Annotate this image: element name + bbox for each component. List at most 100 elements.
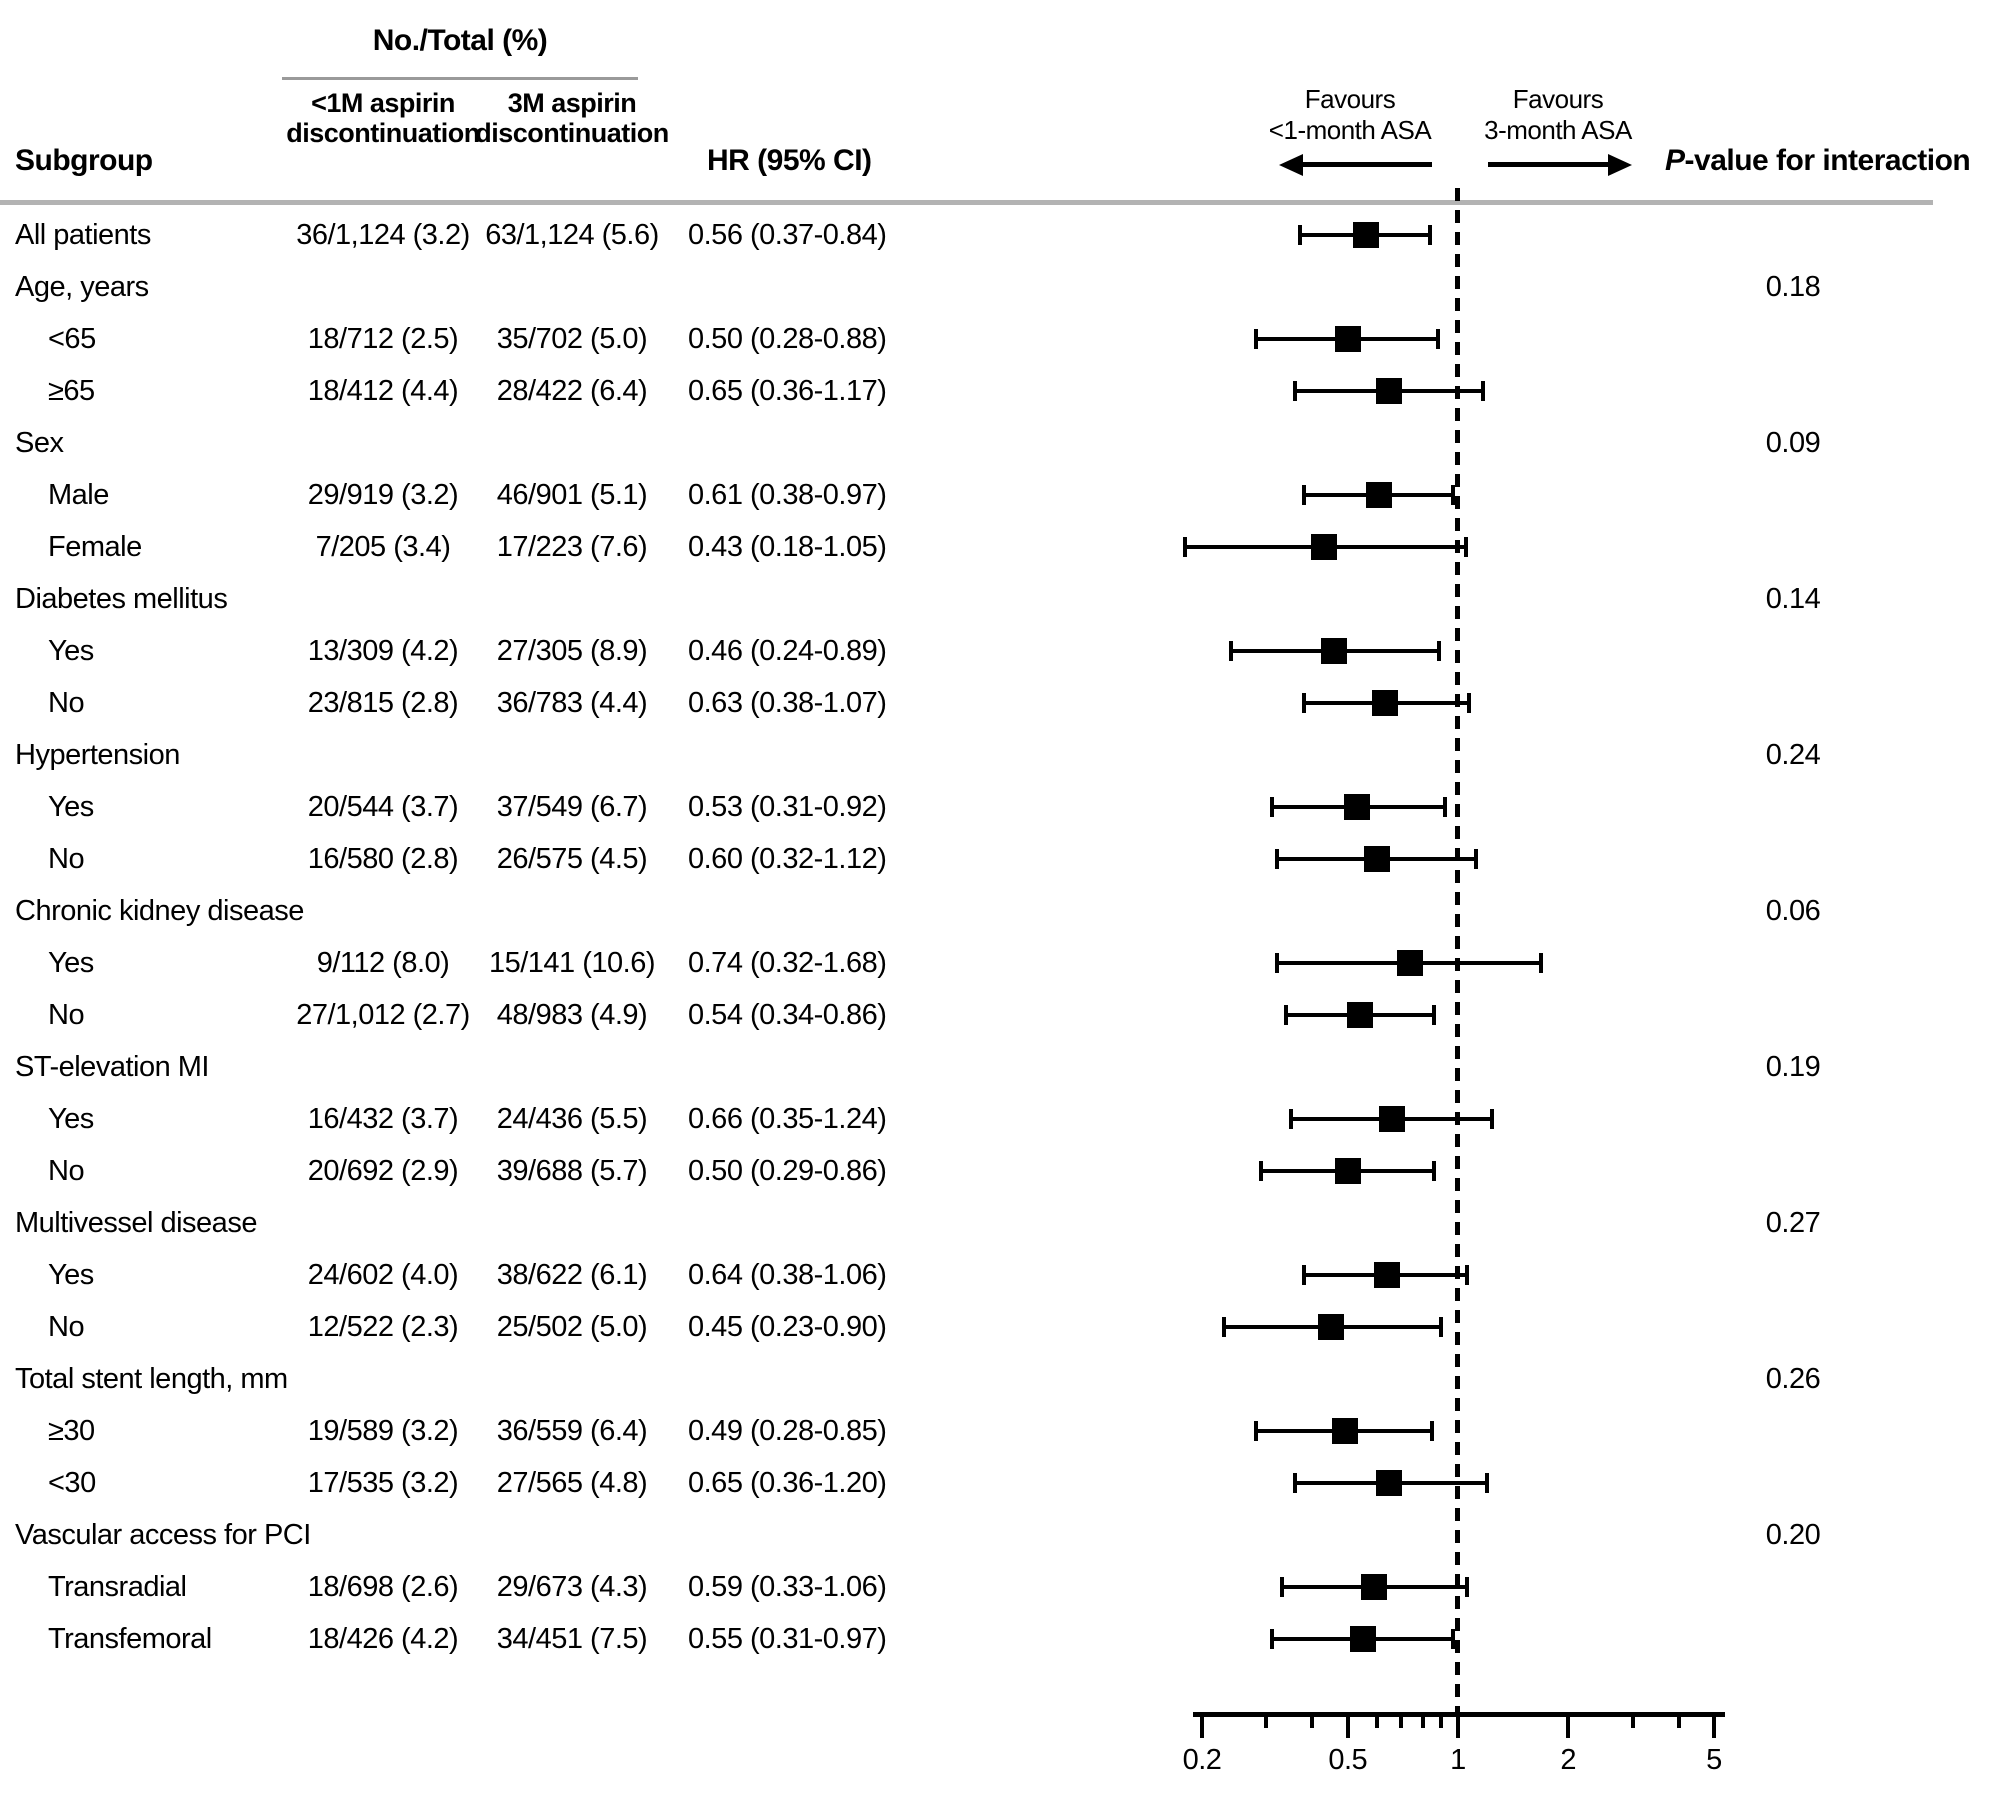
ci-cap-right bbox=[1439, 1317, 1444, 1337]
x-axis-minor-tick bbox=[1630, 1712, 1635, 1728]
row-label: No bbox=[48, 1311, 85, 1343]
ci-cap-right bbox=[1435, 329, 1440, 349]
col2-header: 3M aspirin discontinuation bbox=[422, 88, 722, 148]
ci-cap-left bbox=[1279, 1577, 1284, 1597]
col2-header-line1: 3M aspirin bbox=[507, 88, 637, 118]
row-label: Hypertension bbox=[15, 739, 180, 771]
p-value: 0.27 bbox=[1765, 1207, 1821, 1239]
col1-value: 18/712 (2.5) bbox=[307, 323, 459, 355]
col2-value: 25/502 (5.0) bbox=[496, 1311, 648, 1343]
ci-cap-left bbox=[1253, 329, 1258, 349]
row-label: ST-elevation MI bbox=[15, 1051, 209, 1083]
ci-cap-left bbox=[1297, 225, 1302, 245]
ci-cap-left bbox=[1293, 1473, 1298, 1493]
col1-header: <1M aspirin discontinuation bbox=[233, 88, 533, 148]
ci-cap-left bbox=[1183, 537, 1188, 557]
hr-ci-value: 0.55 (0.31-0.97) bbox=[688, 1623, 887, 1655]
col1-value: 13/309 (4.2) bbox=[307, 635, 459, 667]
ci-cap-left bbox=[1302, 485, 1307, 505]
row-label: Vascular access for PCI bbox=[15, 1519, 311, 1551]
p-value: 0.18 bbox=[1765, 271, 1821, 303]
col2-value: 36/559 (6.4) bbox=[496, 1415, 648, 1447]
x-axis-major-tick bbox=[1345, 1712, 1350, 1738]
hr-point-square bbox=[1334, 326, 1361, 352]
col1-value: 18/426 (4.2) bbox=[307, 1623, 459, 1655]
x-axis-minor-tick bbox=[1374, 1712, 1379, 1728]
ci-cap-right bbox=[1538, 953, 1543, 973]
x-axis-tick-label: 0.2 bbox=[1182, 1744, 1222, 1776]
hr-ci-value: 0.60 (0.32-1.12) bbox=[688, 843, 887, 875]
row-label: Yes bbox=[48, 1259, 94, 1291]
header-separator-line bbox=[0, 200, 1933, 205]
favours-left-line1: Favours bbox=[1304, 84, 1396, 114]
row-label: <30 bbox=[48, 1467, 96, 1499]
ci-cap-right bbox=[1432, 1161, 1436, 1181]
reference-line-hr1 bbox=[1455, 188, 1460, 1714]
hr-ci-value: 0.56 (0.37-0.84) bbox=[688, 219, 887, 251]
col1-value: 7/205 (3.4) bbox=[315, 531, 451, 563]
ci-cap-left bbox=[1293, 381, 1298, 401]
ci-cap-right bbox=[1463, 537, 1468, 557]
hr-header: HR (95% CI) bbox=[707, 144, 872, 177]
ci-cap-left bbox=[1259, 1161, 1264, 1181]
col2-value: 63/1,124 (5.6) bbox=[485, 219, 659, 251]
col1-value: 27/1,012 (2.7) bbox=[296, 999, 470, 1031]
col1-value: 23/815 (2.8) bbox=[307, 687, 459, 719]
pvalue-header: P-value for interaction bbox=[1665, 142, 1971, 180]
col2-value: 34/451 (7.5) bbox=[496, 1623, 648, 1655]
col2-value: 28/422 (6.4) bbox=[496, 375, 648, 407]
p-value: 0.19 bbox=[1765, 1051, 1821, 1083]
col2-value: 15/141 (10.6) bbox=[488, 947, 656, 979]
p-value: 0.14 bbox=[1765, 583, 1821, 615]
x-axis-major-tick bbox=[1566, 1712, 1571, 1738]
ci-cap-right bbox=[1480, 381, 1485, 401]
hr-point-square bbox=[1344, 794, 1370, 820]
col1-value: 12/522 (2.3) bbox=[307, 1311, 459, 1343]
x-axis-major-tick bbox=[1200, 1712, 1204, 1738]
ci-cap-right bbox=[1442, 797, 1447, 817]
row-label: No bbox=[48, 843, 85, 875]
col1-value: 20/544 (3.7) bbox=[307, 791, 459, 823]
hr-point-square bbox=[1346, 1002, 1373, 1028]
col1-value: 19/589 (3.2) bbox=[307, 1415, 459, 1447]
col1-header-line2: discontinuation bbox=[286, 118, 480, 148]
row-label: Transradial bbox=[48, 1571, 187, 1603]
row-label: Male bbox=[48, 479, 109, 511]
hr-ci-value: 0.49 (0.28-0.85) bbox=[688, 1415, 887, 1447]
p-value: 0.06 bbox=[1765, 895, 1821, 927]
row-label: Sex bbox=[15, 427, 64, 459]
hr-ci-value: 0.46 (0.24-0.89) bbox=[688, 635, 887, 667]
x-axis-tick-label: 0.5 bbox=[1328, 1744, 1368, 1776]
col1-value: 9/112 (8.0) bbox=[316, 947, 450, 979]
hr-ci-value: 0.63 (0.38-1.07) bbox=[688, 687, 887, 719]
row-label: Chronic kidney disease bbox=[15, 895, 304, 927]
hr-ci-value: 0.45 (0.23-0.90) bbox=[688, 1311, 887, 1343]
col1-header-line1: <1M aspirin bbox=[311, 88, 455, 118]
ci-cap-right bbox=[1466, 693, 1471, 713]
row-label: Diabetes mellitus bbox=[15, 583, 228, 615]
hr-point-square bbox=[1349, 1626, 1376, 1652]
ci-cap-right bbox=[1437, 641, 1442, 661]
ci-cap-right bbox=[1490, 1109, 1495, 1129]
col2-value: 27/305 (8.9) bbox=[496, 635, 648, 667]
hr-ci-value: 0.64 (0.38-1.06) bbox=[688, 1259, 887, 1291]
col1-value: 20/692 (2.9) bbox=[307, 1155, 459, 1187]
col2-value: 17/223 (7.6) bbox=[496, 531, 648, 563]
subgroup-header: Subgroup bbox=[15, 144, 153, 177]
row-label: Total stent length, mm bbox=[15, 1363, 288, 1395]
favours-right-line2: 3-month ASA bbox=[1484, 115, 1632, 145]
ci-cap-right bbox=[1432, 1005, 1436, 1025]
ci-cap-right bbox=[1430, 1421, 1435, 1441]
hr-point-square bbox=[1321, 638, 1348, 664]
col1-value: 24/602 (4.0) bbox=[307, 1259, 459, 1291]
row-label: Female bbox=[48, 531, 142, 563]
ci-cap-left bbox=[1229, 641, 1233, 661]
ci-cap-left bbox=[1284, 1005, 1289, 1025]
ci-cap-right bbox=[1451, 1629, 1456, 1649]
hr-point-square bbox=[1378, 1106, 1405, 1132]
row-label: No bbox=[48, 687, 85, 719]
hr-ci-value: 0.59 (0.33-1.06) bbox=[688, 1571, 887, 1603]
col1-value: 17/535 (3.2) bbox=[307, 1467, 459, 1499]
row-label: Age, years bbox=[15, 271, 149, 303]
